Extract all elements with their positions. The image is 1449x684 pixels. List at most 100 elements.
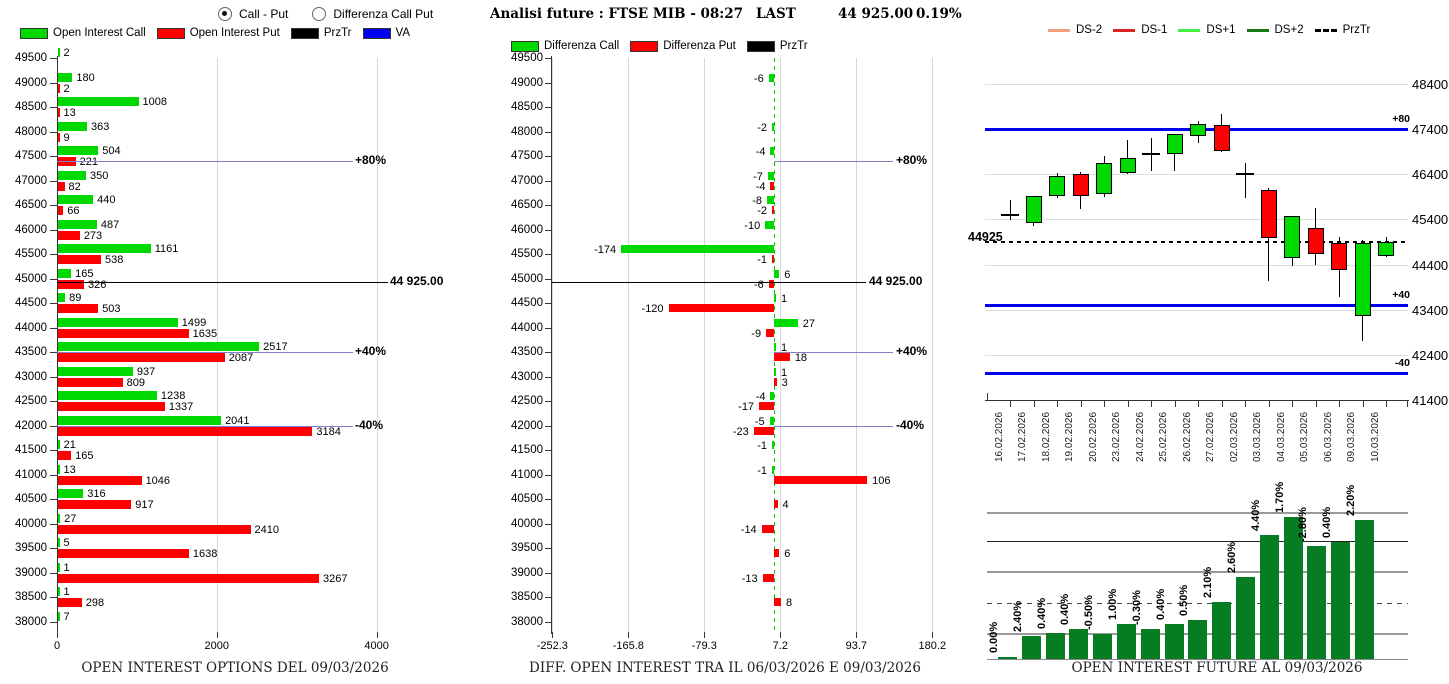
y-tick (50, 180, 57, 182)
call-bar (58, 317, 178, 327)
strike-label: 45000 (15, 272, 47, 285)
future-oi-bar (1212, 602, 1232, 659)
gridline (987, 571, 1408, 573)
radio-call-put[interactable]: Call - Put (218, 7, 288, 21)
level-label: +40% (355, 344, 387, 359)
x-tick-label: -165.8 (612, 640, 644, 652)
y-tick (545, 352, 552, 354)
header-last-label: LAST (756, 6, 796, 22)
va-swatch-icon (362, 27, 391, 39)
x-axis (985, 400, 1409, 401)
strike-label: 43500 (15, 346, 47, 359)
put-diff-bar (772, 255, 774, 264)
y-tick (50, 401, 57, 403)
call-bar (58, 440, 60, 450)
gridline (987, 541, 1408, 542)
x-tick (1407, 400, 1408, 407)
candle-body (1119, 158, 1136, 174)
y-tick (545, 327, 552, 329)
gridline (987, 603, 1408, 604)
x-tick (856, 632, 858, 638)
future-oi-bar (1117, 624, 1136, 659)
level-label: +40% (896, 344, 928, 359)
strike-label: 49500 (511, 52, 543, 64)
y-tick (50, 156, 57, 158)
put-diff-bar (668, 304, 774, 313)
put-diff-value: -4 (755, 180, 766, 193)
strike-label: 40000 (511, 517, 543, 530)
call-bar (58, 146, 99, 156)
call-value: 1 (63, 586, 70, 599)
ds-1-swatch-icon (1113, 28, 1136, 32)
gridline (856, 58, 858, 632)
future-oi-bar (1283, 517, 1303, 659)
call-bar (58, 513, 61, 523)
put-diff-bar (772, 206, 774, 215)
x-tick (1268, 400, 1270, 407)
call-diff-bar (772, 122, 774, 131)
x-tick-label: 7.2 (772, 640, 788, 652)
legend-label: PrzTr (779, 40, 808, 52)
x-tick (932, 632, 934, 638)
y-tick (50, 205, 57, 207)
x-date-label: 27.02.2026 (1205, 411, 1216, 462)
call-bar (58, 366, 133, 376)
y-axis (551, 56, 552, 634)
call-value: 2041 (225, 414, 250, 427)
candle-body (1284, 216, 1300, 258)
y-tick (50, 254, 57, 256)
x-date-label: 06.03.2026 (1322, 411, 1334, 462)
future-oi-bar (1259, 535, 1279, 659)
przt-dashed-line (985, 240, 1408, 243)
put-value: 538 (104, 254, 124, 267)
strike-label: 49000 (15, 76, 47, 89)
call-bar (58, 97, 139, 107)
strike-label: 49500 (15, 52, 47, 64)
put-diff-value: -2 (757, 205, 767, 218)
x-tick-label: 93.7 (845, 640, 868, 652)
strike-label: 46500 (511, 199, 543, 212)
va-line (774, 425, 893, 427)
y-tick (50, 58, 57, 59)
x-tick (1033, 400, 1035, 407)
put-value: 273 (83, 229, 103, 242)
call-diff-bar (769, 416, 774, 425)
future-legend-item: DS-2 (1048, 24, 1102, 36)
va-level-label: -40 (1394, 356, 1410, 369)
y-tick (545, 450, 552, 452)
call-bar (58, 562, 60, 572)
future-oi-pct-label: 0.40% (1035, 597, 1048, 629)
put-bar (58, 304, 99, 314)
future-oi-bar (1355, 520, 1374, 659)
strike-label: 41000 (15, 468, 47, 481)
call-bar (58, 464, 60, 474)
y-axis-label: 48400 (1412, 77, 1449, 92)
gridline (376, 58, 378, 632)
ds+2-swatch-icon (1246, 28, 1269, 32)
put-bar (58, 475, 142, 485)
radio-call-put-icon[interactable] (218, 7, 232, 21)
x-tick (376, 632, 378, 638)
future-legend-item: DS-1 (1113, 24, 1167, 36)
x-date-label: 02.03.2026 (1228, 411, 1240, 462)
x-tick (57, 632, 58, 638)
differenza-put-swatch-icon (630, 40, 659, 52)
y-axis-label: 46400 (1412, 167, 1449, 183)
call-value: 165 (75, 267, 94, 280)
put-bar (58, 500, 132, 510)
radio-differenza-icon[interactable] (312, 7, 327, 21)
call-bar (58, 391, 157, 401)
ds-2-swatch-icon (1048, 28, 1070, 32)
strike-label: 39500 (511, 542, 543, 555)
candle-body (1025, 196, 1042, 224)
radio-differenza-call-put[interactable]: Differenza Call Put (312, 7, 433, 21)
future-oi-pct-label: 0.40% (1321, 506, 1334, 538)
call-bar (58, 170, 86, 180)
strike-label: 40500 (15, 493, 47, 506)
level-label: +80% (355, 152, 387, 167)
put-bar (58, 451, 72, 461)
va-level-line (985, 304, 1408, 308)
x-date-label: 04.03.2026 (1275, 411, 1287, 462)
future-oi-bar (1307, 546, 1327, 659)
va-line (57, 160, 353, 162)
